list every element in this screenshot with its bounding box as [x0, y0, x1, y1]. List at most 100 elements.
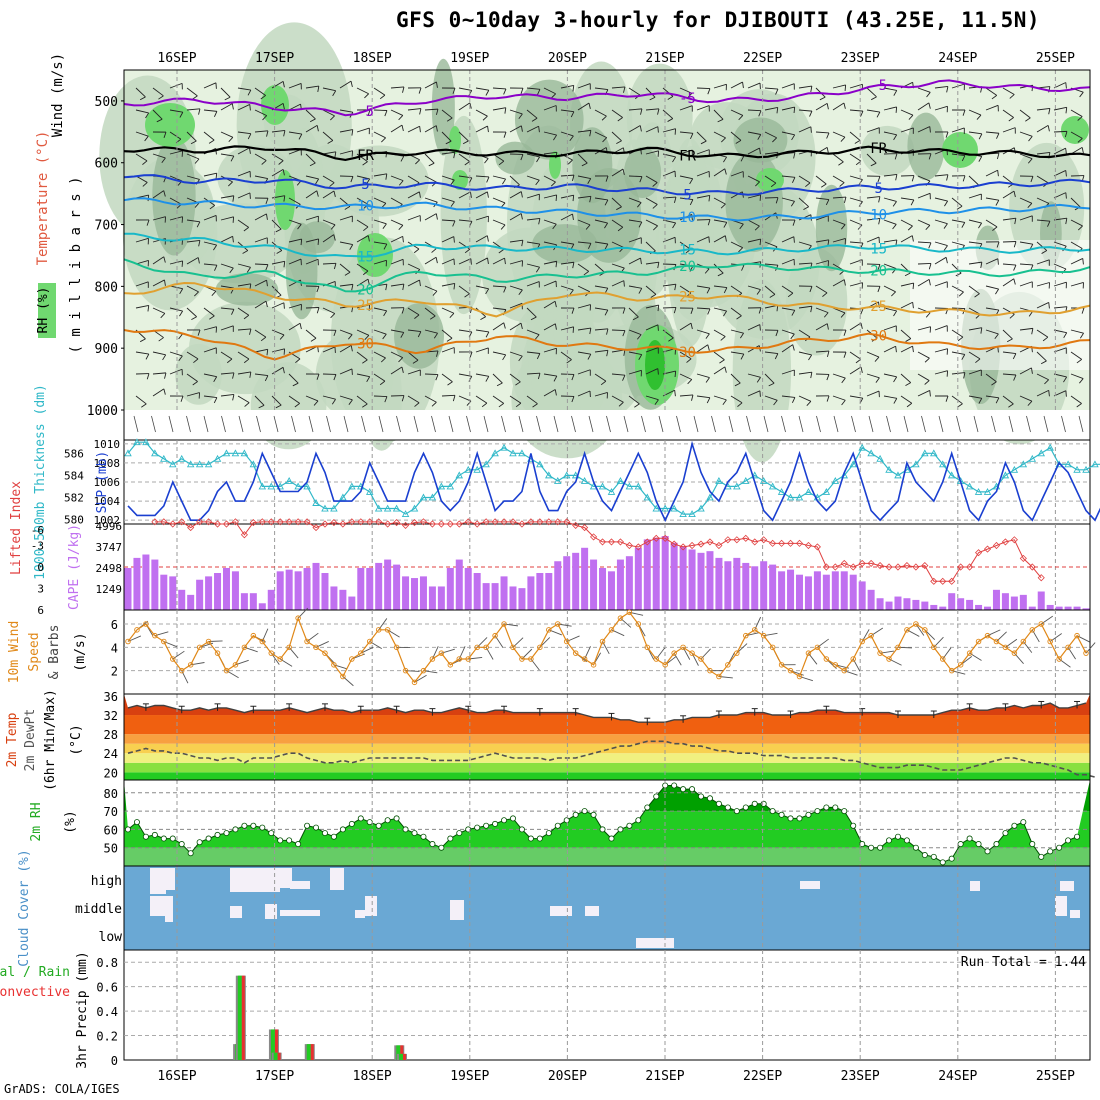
- wind-barb: [747, 131, 761, 135]
- cape-bar: [760, 561, 768, 610]
- wind-barb: [271, 260, 285, 265]
- rh-point: [760, 800, 767, 807]
- rh-moist-area: [549, 151, 561, 179]
- rh-point: [832, 804, 839, 811]
- cloud-cover-bar: [636, 938, 674, 948]
- wind-barb: [1009, 313, 1015, 319]
- wind-barb: [146, 219, 150, 226]
- wind-barb: [815, 215, 829, 221]
- precip-rain-bar: [237, 975, 242, 1060]
- wind-barb: [458, 285, 470, 295]
- wind-barb: [705, 377, 710, 383]
- wind-barb: [740, 155, 745, 162]
- wind-barb: [1048, 108, 1051, 115]
- rh-point: [339, 826, 346, 833]
- wind-barb: [390, 366, 403, 375]
- wind-barb: [951, 395, 963, 405]
- wind-barb: [413, 415, 419, 433]
- rh-point: [456, 830, 463, 837]
- wind-barb: [452, 395, 456, 402]
- cape-bar: [715, 557, 723, 610]
- wind-barb: [1078, 415, 1084, 433]
- wind-barb: [418, 87, 422, 94]
- wind-barb: [781, 415, 786, 433]
- wind-barb: [617, 226, 624, 232]
- wind-barb: [526, 372, 541, 375]
- wind-barb: [215, 173, 218, 180]
- wind-barb: [398, 180, 404, 186]
- wind-speed-point: [474, 644, 480, 651]
- wind-barb: [995, 199, 1000, 206]
- wind-barb: [526, 395, 538, 405]
- legend-convective: Convective: [0, 985, 70, 1000]
- rh-point: [930, 853, 937, 860]
- rh-mask: [124, 780, 1090, 863]
- rh-point: [223, 830, 230, 837]
- cloud-layer-label: high: [91, 874, 122, 889]
- wind-barb: [672, 222, 677, 229]
- wind-barb: [921, 415, 926, 433]
- wind-barb: [577, 351, 591, 355]
- rh-point: [1065, 837, 1072, 844]
- wind-barb: [366, 178, 371, 185]
- cape-bar: [437, 586, 445, 610]
- cape-bar: [1073, 606, 1081, 610]
- rh-point: [635, 817, 642, 824]
- wind-speed-point: [993, 638, 1000, 645]
- wind-barb: [554, 389, 557, 396]
- wind-barb: [526, 329, 540, 336]
- wind-barb: [713, 219, 727, 223]
- wind-barb: [152, 153, 166, 159]
- wind-barb: [706, 287, 711, 294]
- wind-barb: [543, 131, 557, 136]
- wind-barb: [475, 329, 489, 333]
- wind-speed-point: [725, 662, 731, 668]
- wind-barb: [1002, 217, 1016, 221]
- rh-point: [429, 841, 436, 848]
- wind-barb: [213, 244, 218, 251]
- thickness-point: [679, 510, 687, 518]
- wind-barb: [486, 191, 489, 198]
- li-point: [249, 519, 257, 527]
- wind-barb: [390, 283, 404, 287]
- wind-barb: [594, 263, 606, 273]
- wind-barb: [450, 201, 455, 207]
- wind-barb: [220, 307, 234, 310]
- cape-bar: [196, 579, 204, 610]
- thickness-point: [464, 465, 472, 473]
- thickness-point: [509, 449, 517, 457]
- cloud-cover-bar: [280, 868, 292, 888]
- wind-barb: [730, 191, 743, 199]
- wind-barb: [764, 106, 778, 111]
- wind-barb: [1077, 225, 1083, 231]
- wind-barb: [220, 325, 234, 331]
- wind-speed-point: [572, 650, 579, 656]
- wind-speed-point: [948, 667, 955, 674]
- wind-barb: [645, 150, 659, 155]
- wind-barb: [448, 415, 454, 433]
- wind-barb: [509, 191, 522, 199]
- wind-barb: [700, 140, 707, 145]
- wind-speed-point: [1083, 650, 1089, 656]
- wind-barb: [825, 199, 830, 206]
- wind-barb: [687, 92, 693, 98]
- thickness-point: [428, 493, 437, 501]
- li-point: [831, 563, 839, 571]
- rh-point: [501, 817, 508, 824]
- li-point: [769, 539, 777, 547]
- wind-barb: [191, 316, 197, 321]
- li-point: [992, 541, 1001, 550]
- wind-barb: [254, 109, 267, 117]
- wind-barb: [594, 197, 608, 201]
- wind-barb: [868, 415, 874, 433]
- wind-barb: [390, 197, 403, 205]
- wind-barb: [254, 373, 268, 376]
- wind-speed-point: [1029, 627, 1036, 633]
- wind-barb: [689, 133, 694, 139]
- wind-speed-point: [555, 621, 561, 627]
- wind-barb: [543, 219, 557, 225]
- wind-barb: [577, 369, 591, 375]
- wind-barb: [1053, 241, 1067, 247]
- cape-bar: [1055, 606, 1063, 610]
- wind-barb: [381, 137, 386, 143]
